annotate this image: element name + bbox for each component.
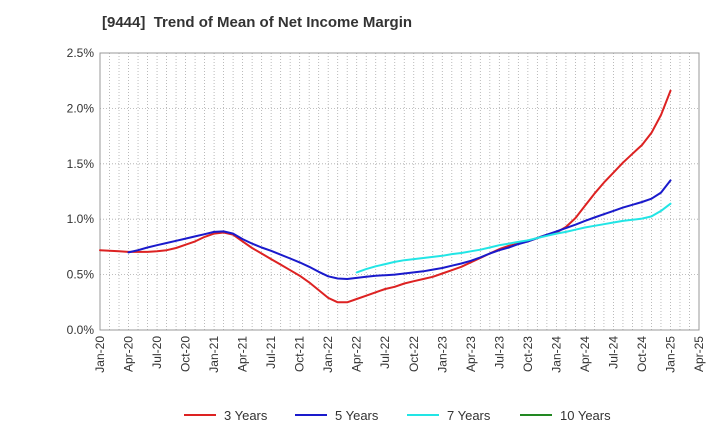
y-tick-label: 0.5% <box>67 268 95 282</box>
grid <box>100 53 699 330</box>
x-tick-label: Jul-23 <box>492 336 506 369</box>
series-line-3-years <box>99 89 672 304</box>
series-lines <box>99 89 672 304</box>
legend-label: 5 Years <box>335 408 379 423</box>
x-tick-label: Jul-20 <box>150 336 164 369</box>
x-tick-label: Apr-23 <box>464 336 478 372</box>
y-tick-label: 1.5% <box>67 157 95 171</box>
chart-title: [9444] Trend of Mean of Net Income Margi… <box>102 14 413 31</box>
y-tick-label: 2.0% <box>67 101 95 115</box>
x-tick-label: Oct-24 <box>635 336 649 372</box>
series-line-5-years <box>127 179 672 280</box>
x-tick-label: Jan-25 <box>663 336 677 373</box>
x-tick-label: Jan-20 <box>93 336 107 373</box>
series-line-7-years <box>355 202 672 274</box>
x-tick-label: Apr-24 <box>578 336 592 372</box>
legend-label: 7 Years <box>447 408 491 423</box>
y-tick-label: 2.5% <box>67 46 95 60</box>
x-tick-label: Apr-20 <box>122 336 136 372</box>
plot-area <box>99 52 700 331</box>
x-tick-label: Jan-22 <box>321 336 335 373</box>
y-axis-ticks: 0.0% 0.5% 1.0% 1.5% 2.0% 2.5% <box>67 46 95 337</box>
y-tick-label: 1.0% <box>67 212 95 226</box>
x-tick-label: Oct-22 <box>407 336 421 372</box>
x-tick-label: Jan-24 <box>549 336 563 373</box>
x-tick-label: Apr-21 <box>236 336 250 372</box>
x-tick-label: Oct-20 <box>179 336 193 372</box>
x-tick-label: Apr-22 <box>350 336 364 372</box>
y-tick-label: 0.0% <box>67 323 95 337</box>
x-tick-label: Oct-21 <box>293 336 307 372</box>
x-tick-label: Jul-24 <box>606 336 620 369</box>
x-tick-label: Jan-23 <box>435 336 449 373</box>
x-tick-label: Jul-22 <box>378 336 392 369</box>
x-tick-label: Apr-25 <box>692 336 706 372</box>
x-tick-label: Jul-21 <box>264 336 278 369</box>
legend-label: 10 Years <box>560 408 611 423</box>
x-tick-label: Jan-21 <box>207 336 221 373</box>
legend: 3 Years 5 Years 7 Years 10 Years <box>184 408 611 423</box>
x-axis-ticks: Jan-20 Apr-20 Jul-20 Oct-20 Jan-21 Apr-21 Jul-… <box>93 336 706 373</box>
x-tick-label: Oct-23 <box>521 336 535 372</box>
legend-label: 3 Years <box>224 408 268 423</box>
